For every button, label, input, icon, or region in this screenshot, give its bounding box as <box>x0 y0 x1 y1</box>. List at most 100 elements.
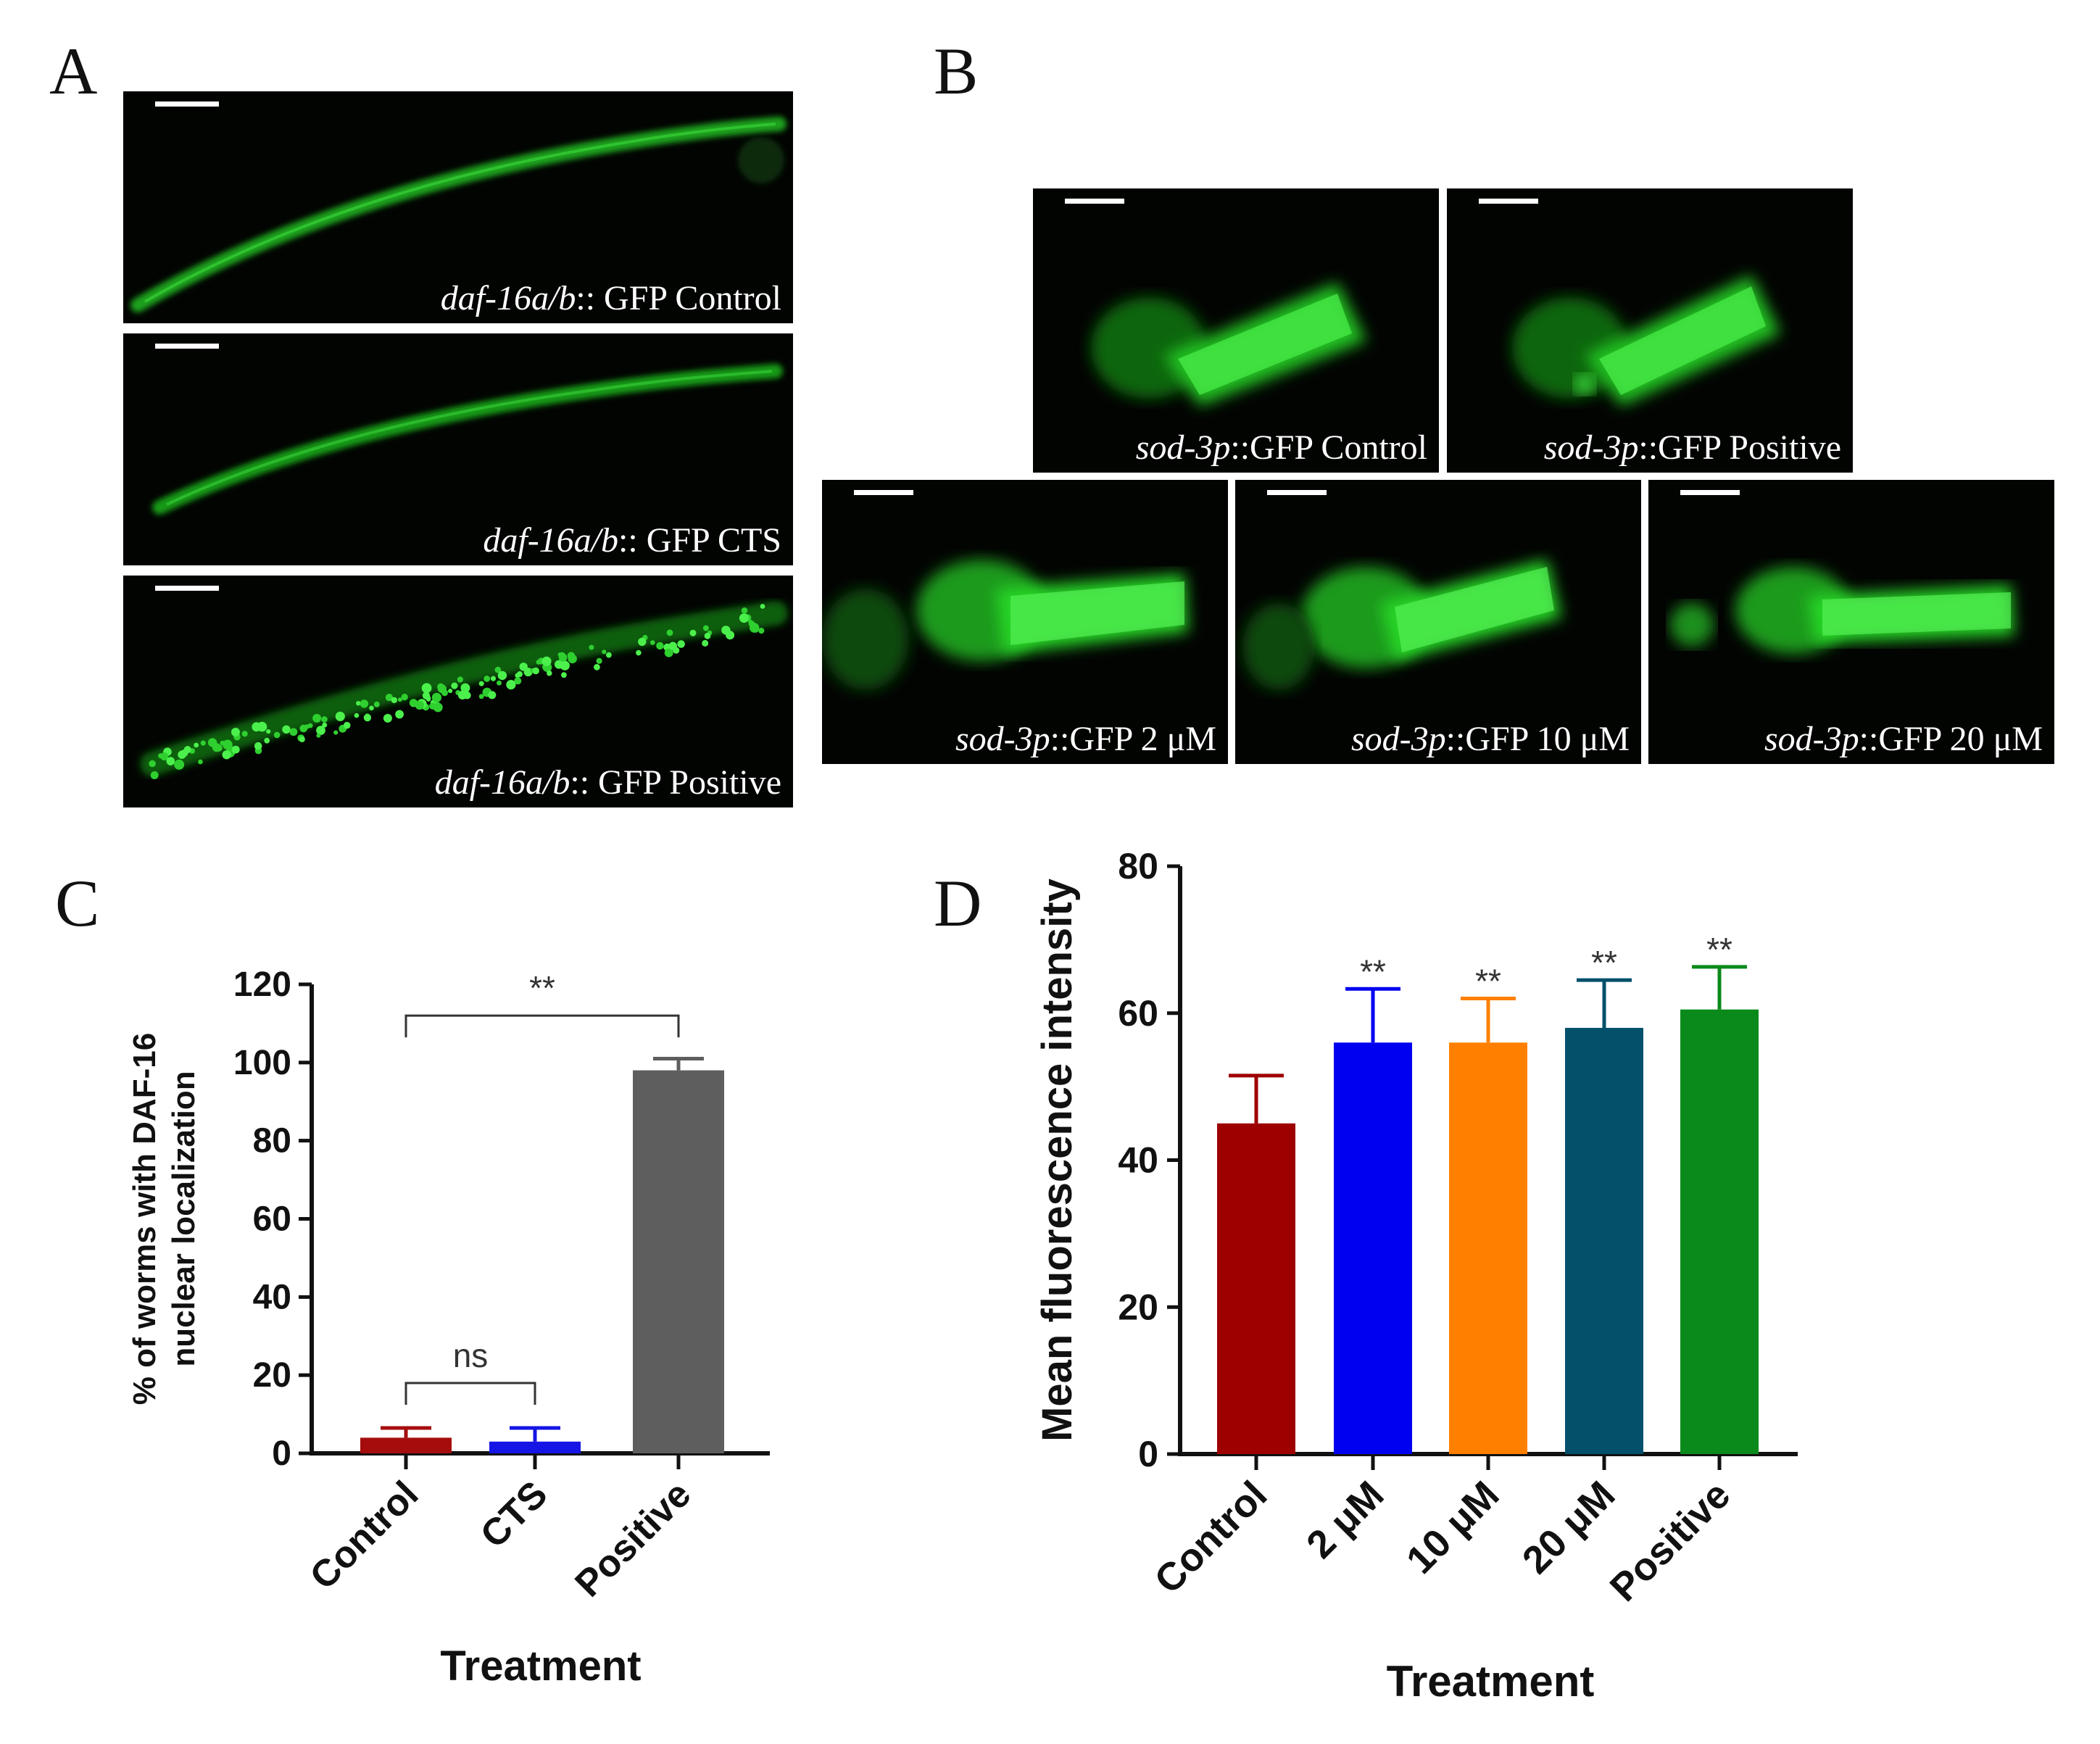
nucleus-dot <box>401 694 408 701</box>
panel-letter-b: B <box>934 34 979 108</box>
x-tick-label: 10 μM <box>1398 1473 1508 1582</box>
nucleus-dot <box>266 729 271 734</box>
scale-bar <box>155 586 219 591</box>
nucleus-dot <box>335 711 345 721</box>
nucleus-dot <box>484 676 491 682</box>
nucleus-dot <box>252 722 262 732</box>
nucleus-dot <box>702 625 709 631</box>
x-tick-label: 2 μM <box>1298 1473 1392 1566</box>
nucleus-dot <box>515 673 520 678</box>
bar-0 <box>1217 1123 1295 1454</box>
nucleus-dot <box>673 647 680 654</box>
x-axis-label: Treatment <box>440 1643 641 1690</box>
nucleus-dot <box>415 700 424 710</box>
nucleus-dot <box>231 728 240 736</box>
significance-bracket <box>404 1382 536 1405</box>
bar-2 <box>1449 1042 1527 1454</box>
nucleus-dot <box>555 660 563 669</box>
nucleus-dot <box>222 750 231 760</box>
nucleus-dot <box>356 701 361 706</box>
nucleus-dot <box>514 677 522 685</box>
nucleus-dot <box>532 667 539 675</box>
x-tick-label: Control <box>1146 1473 1275 1602</box>
pharynx-illustration <box>1512 275 1780 406</box>
nucleus-dot <box>273 731 281 739</box>
scale-bar <box>854 490 913 495</box>
nucleus-dot <box>194 742 199 748</box>
nucleus-dot <box>158 753 164 759</box>
nucleus-dot <box>494 666 502 673</box>
nucleus-dot <box>421 683 432 694</box>
y-axis-label: nuclear localization <box>166 1071 202 1366</box>
nucleus-dot <box>741 607 748 614</box>
nucleus-dot <box>149 760 156 768</box>
significance-label: ** <box>1360 952 1386 990</box>
nucleus-dot <box>656 641 664 650</box>
nucleus-dot <box>316 726 325 735</box>
y-tick-label: 40 <box>253 1278 291 1316</box>
scale-bar <box>155 101 219 107</box>
nucleus-dot <box>431 692 441 702</box>
x-tick-label: 20 μM <box>1514 1473 1624 1582</box>
pharynx-illustration <box>1670 567 2014 654</box>
y-tick-label: 40 <box>1118 1140 1158 1181</box>
nucleus-dot <box>369 705 374 711</box>
nucleus-dot <box>463 692 471 699</box>
significance-label: ** <box>1706 931 1732 968</box>
nucleus-dot <box>289 728 298 736</box>
nucleus-dot <box>441 689 448 697</box>
pharynx-illustration <box>822 560 1188 690</box>
nucleus-dot <box>166 757 175 765</box>
nucleus-dot <box>207 738 217 747</box>
bar-1 <box>1334 1042 1412 1454</box>
nucleus-dot <box>333 730 339 735</box>
worm-illustration <box>140 601 788 779</box>
nucleus-dot <box>689 629 697 636</box>
nucleus-dot <box>589 644 594 650</box>
bar-2 <box>633 1070 724 1453</box>
nucleus-dot <box>497 680 502 686</box>
worm-illustration <box>152 364 783 515</box>
nucleus-dot <box>231 745 240 754</box>
nucleus-dot <box>490 676 497 681</box>
nucleus-dot <box>677 640 685 648</box>
nucleus-dot <box>606 652 612 658</box>
micrograph-label: daf-16a/b:: GFP CTS <box>483 521 781 560</box>
micrograph-label: sod-3p::GFP 10 μM <box>1350 720 1630 758</box>
nucleus-dot <box>602 649 607 655</box>
micrograph-label: sod-3p::GFP Control <box>1135 428 1427 467</box>
nucleus-dot <box>429 702 436 710</box>
nucleus-dot <box>664 648 673 657</box>
micrograph-sod3-control: sod-3p::GFP Control <box>1033 188 1439 473</box>
y-tick-label: 20 <box>1118 1287 1158 1327</box>
nucleus-dot <box>254 742 262 750</box>
panel-letter-c: C <box>55 866 100 940</box>
x-tick-label: Control <box>302 1473 427 1598</box>
nucleus-dot <box>702 639 709 647</box>
nucleus-dot <box>666 629 673 636</box>
nucleus-dot <box>650 640 655 645</box>
micrograph-sod3-10um: sod-3p::GFP 10 μM <box>1235 480 1641 764</box>
x-tick-label: Positive <box>567 1473 699 1605</box>
nucleus-dot <box>200 740 206 746</box>
nucleus-dot <box>383 713 392 723</box>
nucleus-dot <box>636 649 642 656</box>
nucleus-dot <box>395 710 404 719</box>
nucleus-dot <box>596 657 602 664</box>
nucleus-dot <box>397 697 402 702</box>
nucleus-dot <box>316 733 321 738</box>
y-axis-label: % of worms with DAF-16 <box>127 1033 162 1405</box>
scale-bar <box>1267 490 1327 495</box>
bar-4 <box>1680 1009 1759 1454</box>
nucleus-dot <box>561 672 567 678</box>
nucleus-dot <box>312 713 322 723</box>
y-tick-label: 60 <box>1118 993 1158 1034</box>
nucleus-dot <box>721 626 731 635</box>
micrograph-label: sod-3p::GFP 20 μM <box>1764 720 2043 758</box>
pharynx-illustration <box>1091 283 1366 406</box>
nucleus-dot <box>363 713 372 722</box>
nucleus-dot <box>704 632 711 639</box>
nucleus-dot <box>360 699 369 708</box>
micrograph-label: daf-16a/b:: GFP Control <box>440 279 781 317</box>
nucleus-dot <box>758 628 765 634</box>
